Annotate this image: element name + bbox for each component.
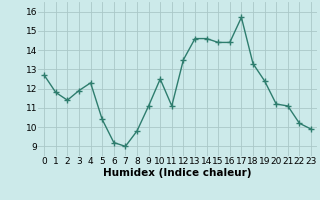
X-axis label: Humidex (Indice chaleur): Humidex (Indice chaleur) (103, 168, 252, 178)
